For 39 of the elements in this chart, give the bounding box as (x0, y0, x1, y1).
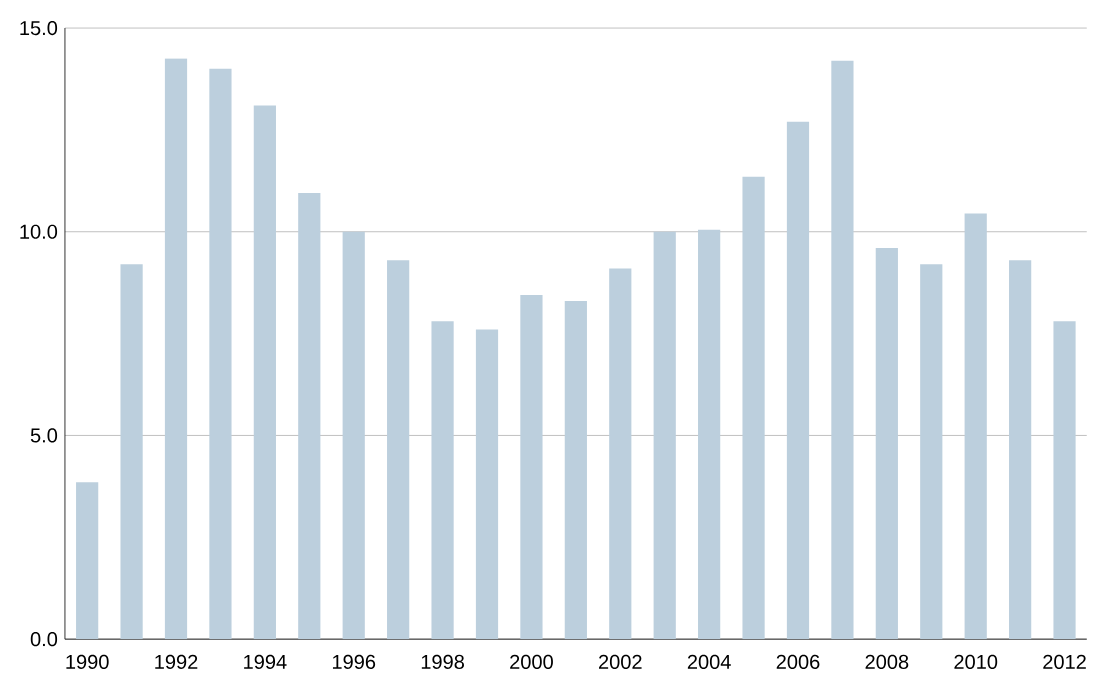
x-tick-label: 2008 (865, 654, 909, 669)
bar (164, 58, 188, 640)
x-tick-label: 1994 (244, 654, 287, 669)
x-tick-label: 2006 (776, 654, 820, 669)
bar (298, 192, 321, 640)
bar (253, 105, 276, 640)
x-tick-label: 2004 (687, 654, 731, 669)
bar (831, 60, 854, 640)
x-tick-label: 1996 (332, 654, 376, 669)
bar (1053, 321, 1076, 640)
bar (742, 176, 765, 640)
y-tick-label: 5.0 (30, 428, 58, 443)
x-tick-label: 1998 (421, 654, 464, 669)
bar (698, 229, 721, 640)
x-tick-label: 2010 (954, 654, 998, 669)
x-tick-label: 1992 (155, 654, 198, 669)
x-tick-label: 2012 (1043, 654, 1086, 669)
bar (1009, 260, 1032, 640)
bar (520, 294, 543, 640)
bar (431, 321, 454, 640)
bar (653, 231, 676, 640)
y-tick-label: 0.0 (30, 631, 58, 647)
bar (609, 268, 632, 640)
x-tick-label: 2002 (599, 654, 642, 669)
bar (387, 260, 410, 640)
bar (342, 231, 365, 640)
bar (920, 264, 943, 640)
y-tick-label: 15.0 (20, 20, 58, 36)
y-tick-label: 10.0 (20, 224, 58, 239)
bar (209, 68, 232, 640)
bar (76, 482, 99, 640)
x-tick-label: 2000 (510, 654, 553, 669)
bar (875, 247, 898, 640)
x-tick-label: 1990 (66, 654, 109, 669)
bar (120, 264, 143, 640)
bar (564, 300, 587, 640)
bar (786, 121, 810, 640)
bar (964, 213, 987, 640)
bar (475, 329, 499, 640)
